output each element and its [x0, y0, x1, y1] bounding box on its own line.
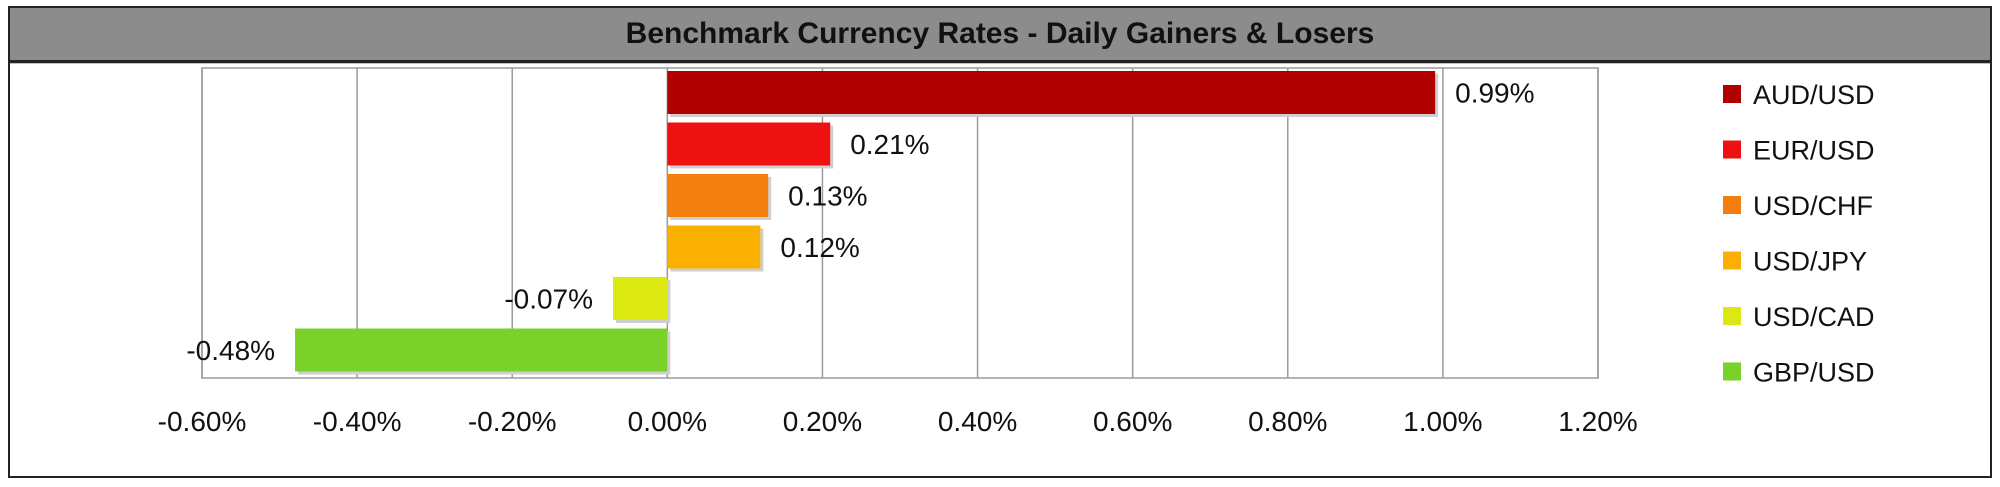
legend-swatch — [1723, 251, 1741, 270]
data-label: -0.07% — [504, 284, 593, 315]
legend-label: USD/CAD — [1753, 302, 1875, 332]
x-tick-label: -0.60% — [158, 406, 247, 437]
bar-usd-chf — [667, 174, 769, 217]
bar-usd-jpy — [667, 225, 761, 269]
x-tick-label: -0.20% — [468, 406, 557, 437]
data-label: 0.13% — [788, 181, 867, 212]
legend-label: AUD/USD — [1753, 80, 1875, 110]
legend-label: USD/CHF — [1753, 191, 1873, 221]
data-label: -0.48% — [186, 335, 275, 366]
plot-area — [10, 63, 1990, 476]
x-tick-label: 0.40% — [938, 406, 1017, 437]
bar-eur-usd — [667, 122, 831, 166]
legend-swatch — [1723, 140, 1741, 159]
bar-gbp-usd — [295, 328, 668, 372]
bar-aud-usd — [667, 71, 1436, 114]
legend-label: EUR/USD — [1753, 136, 1875, 166]
x-tick-label: 0.80% — [1248, 406, 1327, 437]
data-label: 0.21% — [850, 129, 929, 160]
x-tick-label: 1.20% — [1558, 406, 1637, 437]
legend-label: USD/JPY — [1753, 247, 1867, 277]
x-tick-label: -0.40% — [313, 406, 402, 437]
data-label: 0.12% — [780, 232, 859, 263]
x-tick-label: 1.00% — [1403, 406, 1482, 437]
x-tick-label: 0.00% — [628, 406, 707, 437]
legend-label: GBP/USD — [1753, 358, 1875, 388]
legend-swatch — [1723, 196, 1741, 214]
x-tick-label: 0.60% — [1093, 406, 1172, 437]
bar-usd-cad — [613, 277, 668, 320]
x-tick-label: 0.20% — [783, 406, 862, 437]
chart-title: Benchmark Currency Rates - Daily Gainers… — [10, 8, 1990, 63]
legend-swatch — [1723, 362, 1741, 381]
legend-swatch — [1723, 307, 1741, 325]
data-label: 0.99% — [1455, 78, 1534, 109]
legend-swatch — [1723, 85, 1741, 103]
